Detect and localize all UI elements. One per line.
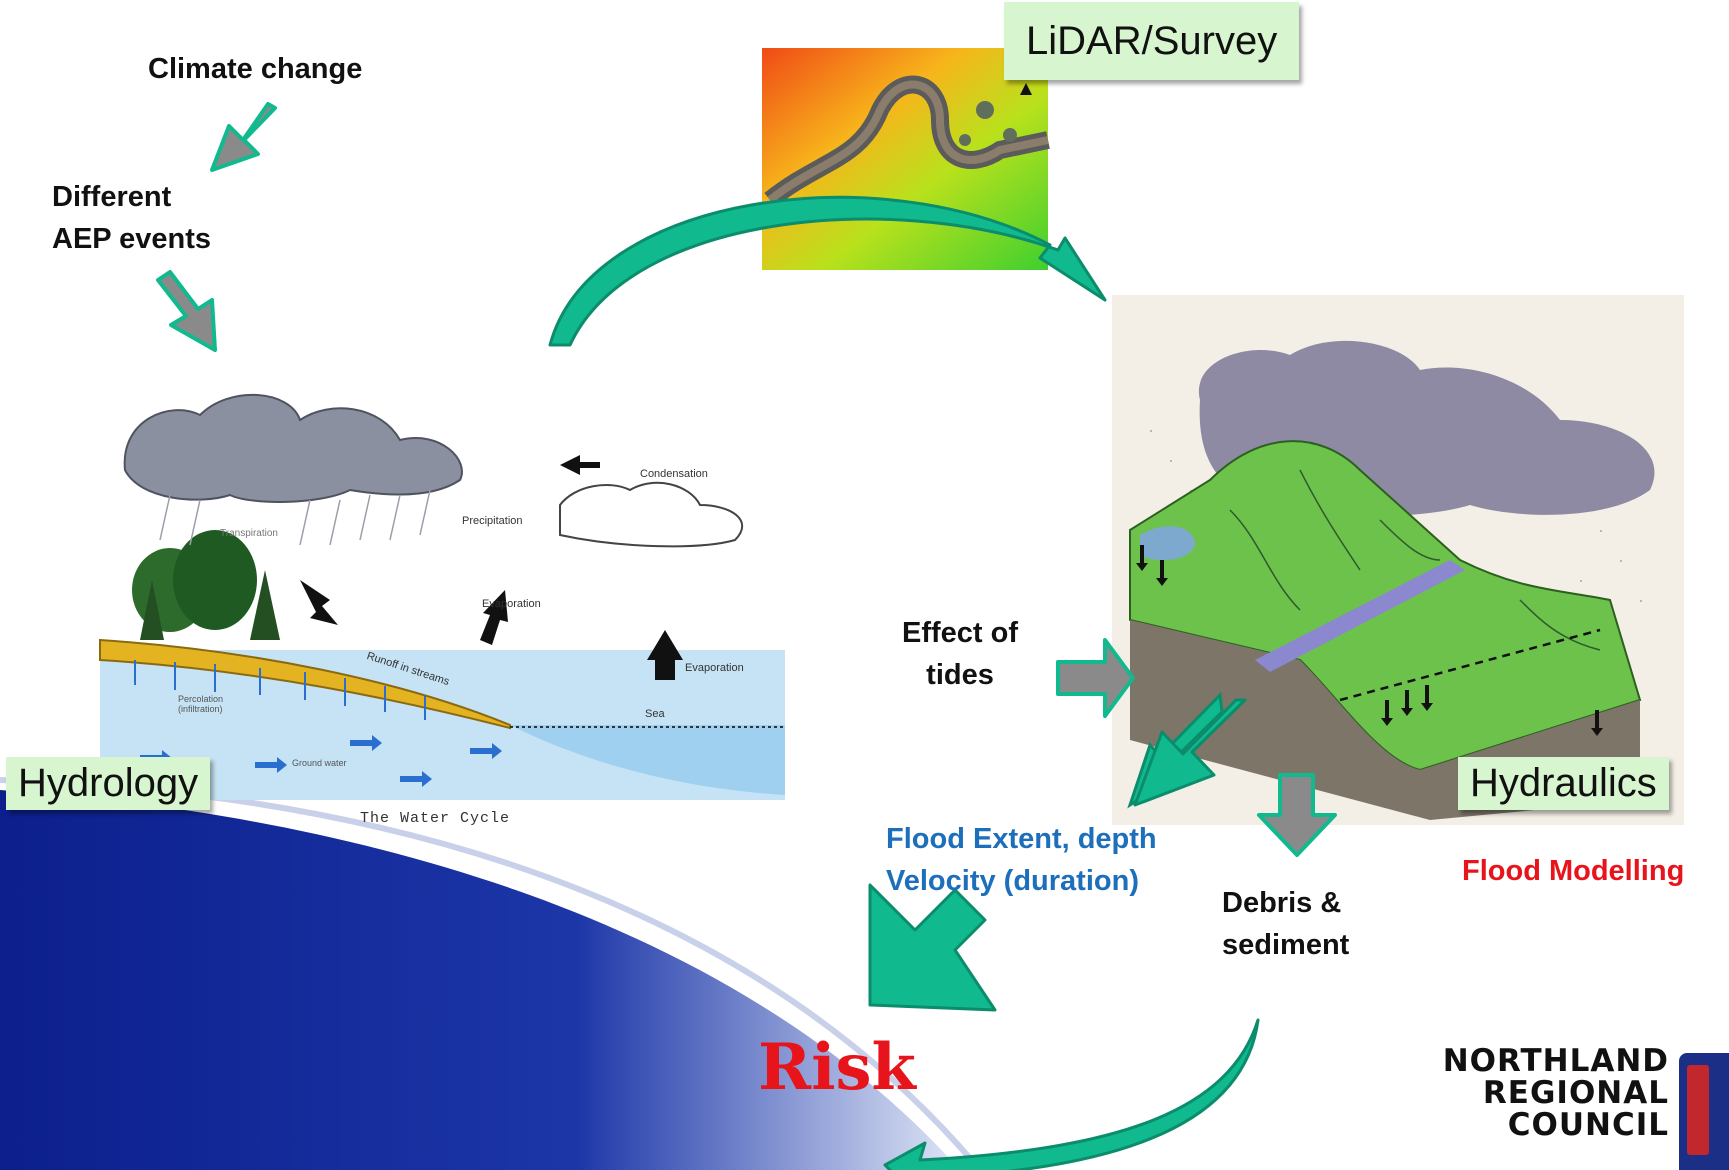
teal-arrow-debris-risk [883, 1018, 1260, 1170]
effect-of-tides-line2: tides [926, 659, 994, 692]
different-aep-line2: AEP events [52, 223, 212, 256]
wc-precipitation-label: Precipitation [462, 515, 523, 527]
teal-arrow-hydrology-hydraulics [548, 195, 1107, 347]
wc-caption: The Water Cycle [360, 810, 511, 827]
logo-line3: COUNCIL [1507, 1107, 1669, 1143]
teal-arrow-flood-extent [1127, 691, 1247, 809]
logo-line1: NORTHLAND [1442, 1043, 1669, 1079]
effect-of-tides-line1: Effect of [902, 617, 1018, 649]
debris-sediment-label: Debris & sediment [1222, 882, 1349, 966]
effect-of-tides-label: Effect of tides [902, 612, 1018, 696]
grey-arrow-tides [1056, 638, 1135, 718]
northland-regional-council-logo: NORTHLAND REGIONAL COUNCIL [1443, 1045, 1729, 1170]
wc-evaporation-1-label: Evaporation [482, 598, 541, 610]
grey-arrow-aep [156, 270, 217, 352]
logo-emblem [1679, 1053, 1729, 1170]
hydrology-label: Hydrology [6, 757, 211, 810]
hydraulics-label: Hydraulics [1458, 757, 1669, 810]
flood-modelling-label: Flood Modelling [1462, 855, 1685, 887]
debris-line1: Debris & [1222, 887, 1342, 919]
lidar-survey-label: LiDAR/Survey [1004, 2, 1300, 80]
debris-line2: sediment [1222, 929, 1350, 962]
flood-extent-line1: Flood Extent, depth [886, 823, 1157, 855]
logo-text: NORTHLAND REGIONAL COUNCIL [1443, 1045, 1669, 1141]
climate-change-label: Climate change [148, 53, 363, 85]
flood-extent-line2: Velocity (duration) [886, 865, 1139, 898]
flood-extent-label: Flood Extent, depth Velocity (duration) [886, 818, 1157, 902]
logo-line2: REGIONAL [1482, 1075, 1669, 1111]
grey-arrow-debris [1257, 773, 1337, 857]
teal-arrow-risk [868, 883, 997, 1012]
wc-transpiration-label: Transpiration [220, 528, 278, 539]
wc-percolation-label: Percolation (infiltration) [178, 694, 224, 714]
wc-ground-water-label: Ground water [292, 758, 347, 768]
wc-condensation-label: Condensation [640, 468, 708, 480]
wc-evaporation-2-label: Evaporation [685, 662, 744, 674]
risk-label: Risk [758, 1030, 916, 1105]
wc-sea-label: Sea [645, 708, 665, 720]
different-aep-line1: Different [52, 181, 172, 213]
grey-arrow-climate [210, 102, 277, 172]
different-aep-label: Different AEP events [52, 176, 211, 260]
